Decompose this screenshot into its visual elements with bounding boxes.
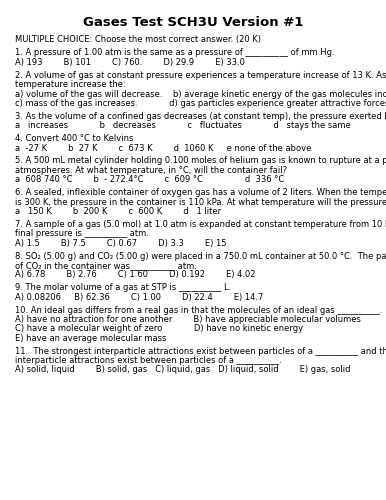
Text: 5. A 500 mL metal cylinder holding 0.100 moles of helium gas is known to rupture: 5. A 500 mL metal cylinder holding 0.100…: [15, 156, 386, 166]
Text: c) mass of the gas increases.            d) gas particles experience greater att: c) mass of the gas increases. d) gas par…: [15, 99, 386, 108]
Text: A) solid, liquid        B) solid, gas   C) liquid, gas   D) liquid, solid       : A) solid, liquid B) solid, gas C) liquid…: [15, 366, 351, 374]
Text: a  -27 K        b  27 K        c  673 K        d  1060 K     e none of the above: a -27 K b 27 K c 673 K d 1060 K e none o…: [15, 144, 312, 152]
Text: of CO₂ in the container was __________ atm.: of CO₂ in the container was __________ a…: [15, 261, 197, 270]
Text: 11.  The strongest interparticle attractions exist between particles of a ______: 11. The strongest interparticle attracti…: [15, 346, 386, 356]
Text: A) 6.78        B) 2.76        C) 1.60        D) 0.192        E) 4.02: A) 6.78 B) 2.76 C) 1.60 D) 0.192 E) 4.02: [15, 270, 256, 280]
Text: A) 1.5        B) 7.5        C) 0.67        D) 3.3        E) 15: A) 1.5 B) 7.5 C) 0.67 D) 3.3 E) 15: [15, 238, 227, 248]
Text: a  608 740 °C        b  - 272.4°C        c  609 °C                d  336 °C: a 608 740 °C b - 272.4°C c 609 °C d 336 …: [15, 175, 285, 184]
Text: 1. A pressure of 1.00 atm is the same as a pressure of __________ of mm Hg.: 1. A pressure of 1.00 atm is the same as…: [15, 48, 335, 58]
Text: Gases Test SCH3U Version #1: Gases Test SCH3U Version #1: [83, 16, 303, 30]
Text: A) 0.08206     B) 62.36        C) 1.00        D) 22.4        E) 14.7: A) 0.08206 B) 62.36 C) 1.00 D) 22.4 E) 1…: [15, 292, 264, 302]
Text: 10. An ideal gas differs from a real gas in that the molecules of an ideal gas _: 10. An ideal gas differs from a real gas…: [15, 306, 383, 314]
Text: 2. A volume of gas at constant pressure experiences a temperature increase of 13: 2. A volume of gas at constant pressure …: [15, 70, 386, 80]
Text: a   150 K        b  200 K        c  600 K        d   1 liter: a 150 K b 200 K c 600 K d 1 liter: [15, 207, 222, 216]
Text: 8. SO₂ (5.00 g) and CO₂ (5.00 g) were placed in a 750.0 mL container at 50.0 °C.: 8. SO₂ (5.00 g) and CO₂ (5.00 g) were pl…: [15, 252, 386, 260]
Text: 4. Convert 400 °C to Kelvins: 4. Convert 400 °C to Kelvins: [15, 134, 134, 143]
Text: E) have an average molecular mass: E) have an average molecular mass: [15, 334, 167, 342]
Text: a   increases            b   decreases            c   fluctuates            d   : a increases b decreases c fluctuates d: [15, 121, 351, 130]
Text: final pressure is __________ atm.: final pressure is __________ atm.: [15, 229, 149, 238]
Text: A) 193        B) 101        C) 760.        D) 29.9        E) 33.0: A) 193 B) 101 C) 760. D) 29.9 E) 33.0: [15, 58, 245, 67]
Text: A) have no attraction for one another        B) have appreciable molecular volum: A) have no attraction for one another B)…: [15, 315, 361, 324]
Text: 7. A sample of a gas (5.0 mol) at 1.0 atm is expanded at constant temperature fr: 7. A sample of a gas (5.0 mol) at 1.0 at…: [15, 220, 386, 229]
Text: 9. The molar volume of a gas at STP is __________ L.: 9. The molar volume of a gas at STP is _…: [15, 283, 232, 292]
Text: atmospheres. At what temperature, in °C, will the container fail?: atmospheres. At what temperature, in °C,…: [15, 166, 288, 175]
Text: temperature increase the:: temperature increase the:: [15, 80, 126, 89]
Text: MULTIPLE CHOICE: Choose the most correct answer. (20 K): MULTIPLE CHOICE: Choose the most correct…: [15, 35, 261, 44]
Text: C) have a molecular weight of zero            D) have no kinetic energy: C) have a molecular weight of zero D) ha…: [15, 324, 303, 334]
Text: a) volume of the gas will decrease.    b) average kinetic energy of the gas mole: a) volume of the gas will decrease. b) a…: [15, 90, 386, 98]
Text: 6. A sealed, inflexible container of oxygen gas has a volume of 2 liters. When t: 6. A sealed, inflexible container of oxy…: [15, 188, 386, 197]
Text: 3. As the volume of a confined gas decreases (at constant temp), the pressure ex: 3. As the volume of a confined gas decre…: [15, 112, 386, 121]
Text: is 300 K, the pressure in the container is 110 kPa. At what temperature will the: is 300 K, the pressure in the container …: [15, 198, 386, 206]
Text: interparticle attractions exist between particles of a __________.: interparticle attractions exist between …: [15, 356, 282, 365]
